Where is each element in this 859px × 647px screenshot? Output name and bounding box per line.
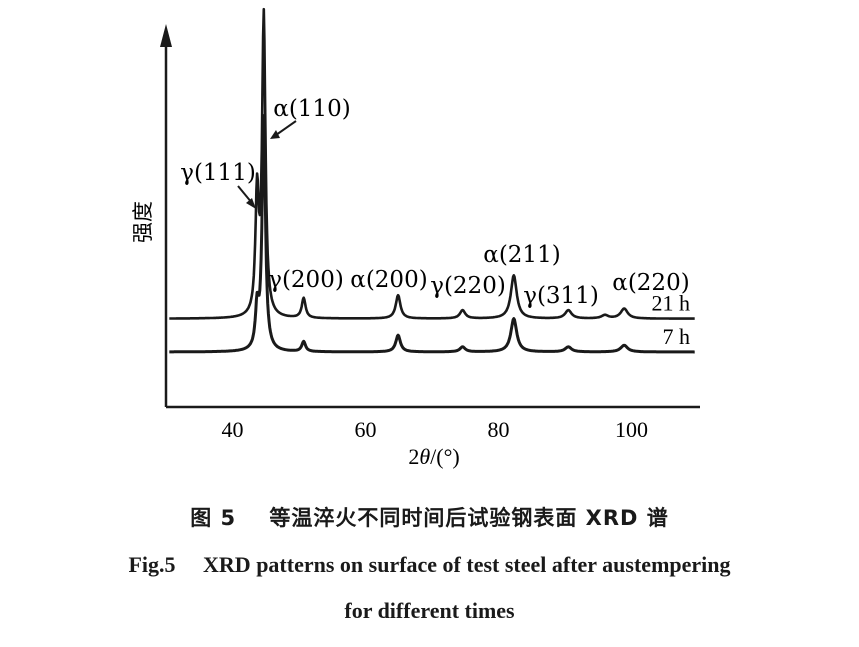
caption-cn-label: 图 5 <box>190 506 237 530</box>
peak-arrowhead <box>246 198 256 209</box>
peak-label: γ(111) <box>180 160 256 186</box>
peak-label: γ(200) <box>268 267 344 293</box>
peak-label: γ(311) <box>523 283 599 309</box>
series-label: 21 h <box>652 291 691 316</box>
x-tick-label: 100 <box>615 417 648 442</box>
caption-chinese: 图 5 等温淬火不同时间后试验钢表面 XRD 谱 <box>0 502 859 532</box>
caption-en-text: XRD patterns on surface of test steel af… <box>203 552 731 577</box>
peak-label: α(211) <box>483 242 560 268</box>
x-tick-label: 80 <box>488 417 510 442</box>
x-tick-label: 40 <box>222 417 244 442</box>
x-tick-label: 60 <box>355 417 377 442</box>
y-axis-arrow <box>160 24 172 47</box>
series-line <box>168 7 696 320</box>
series-line <box>168 114 696 354</box>
peak-label: α(110) <box>273 96 350 122</box>
peak-label: γ(220) <box>430 273 506 299</box>
caption-cn-text: 等温淬火不同时间后试验钢表面 XRD 谱 <box>269 506 669 530</box>
caption-english-line1: Fig.5 XRD patterns on surface of test st… <box>0 552 859 578</box>
peak-arrow <box>275 120 297 136</box>
caption-en-label: Fig.5 <box>128 552 176 577</box>
peak-label: α(200) <box>350 267 427 293</box>
chart-axes <box>160 24 700 409</box>
y-axis-label: 强度 <box>131 201 155 243</box>
series-label: 7 h <box>663 324 691 349</box>
peak-arrowhead <box>270 130 280 139</box>
caption-english-line2: for different times <box>0 598 859 624</box>
xrd-chart: 40 60 80 100 21 h 7 h γ(111) α(110) γ(200) α(20… <box>131 7 700 469</box>
caption-en-text-2: for different times <box>344 598 515 623</box>
x-axis-label: 2θ/(°) <box>408 444 459 469</box>
peak-label: α(220) <box>612 270 689 296</box>
